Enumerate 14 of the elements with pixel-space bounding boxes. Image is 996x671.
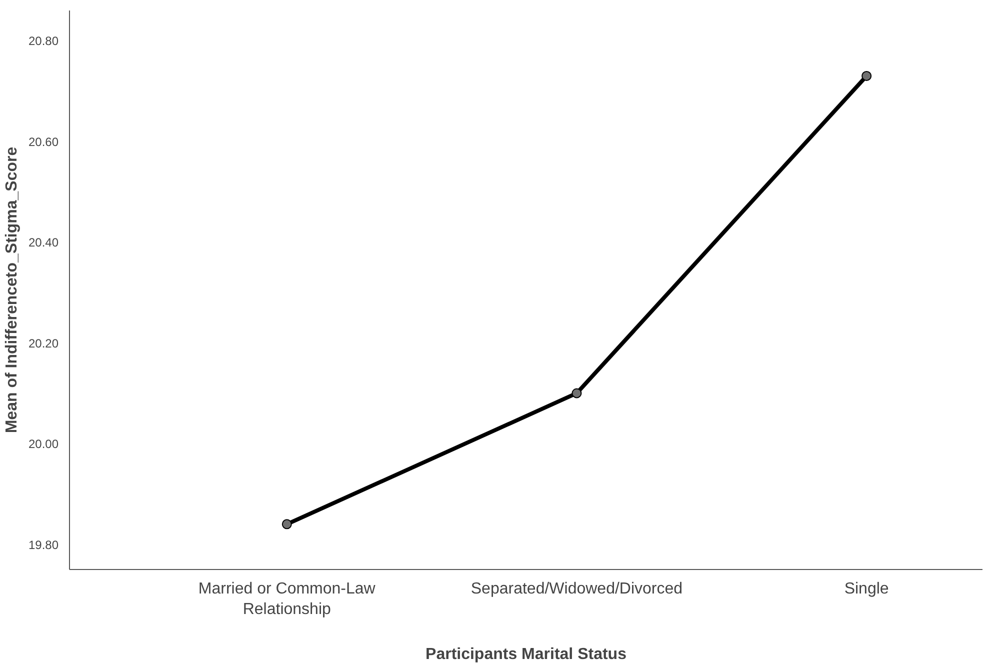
y-axis-title: Mean of Indifferenceto_Stigma_Score [3, 146, 20, 434]
y-tick-label: 20.20 [28, 336, 59, 350]
x-tick-label: Separated/Widowed/Divorced [470, 580, 683, 598]
y-tick-label: 20.40 [28, 236, 59, 250]
y-tick-label: 19.80 [28, 538, 59, 552]
x-tick-label: Married or Common-Law Relationship [198, 580, 376, 618]
y-tick-label: 20.60 [28, 134, 59, 149]
x-tick-label: Single [844, 580, 889, 598]
point [862, 70, 872, 81]
point [282, 519, 292, 530]
point [572, 388, 582, 398]
y-tick-label: 20.00 [28, 437, 59, 452]
x-axis-title: Participants Marital Status [426, 646, 627, 663]
y-tick-label: 20.80 [28, 34, 59, 48]
